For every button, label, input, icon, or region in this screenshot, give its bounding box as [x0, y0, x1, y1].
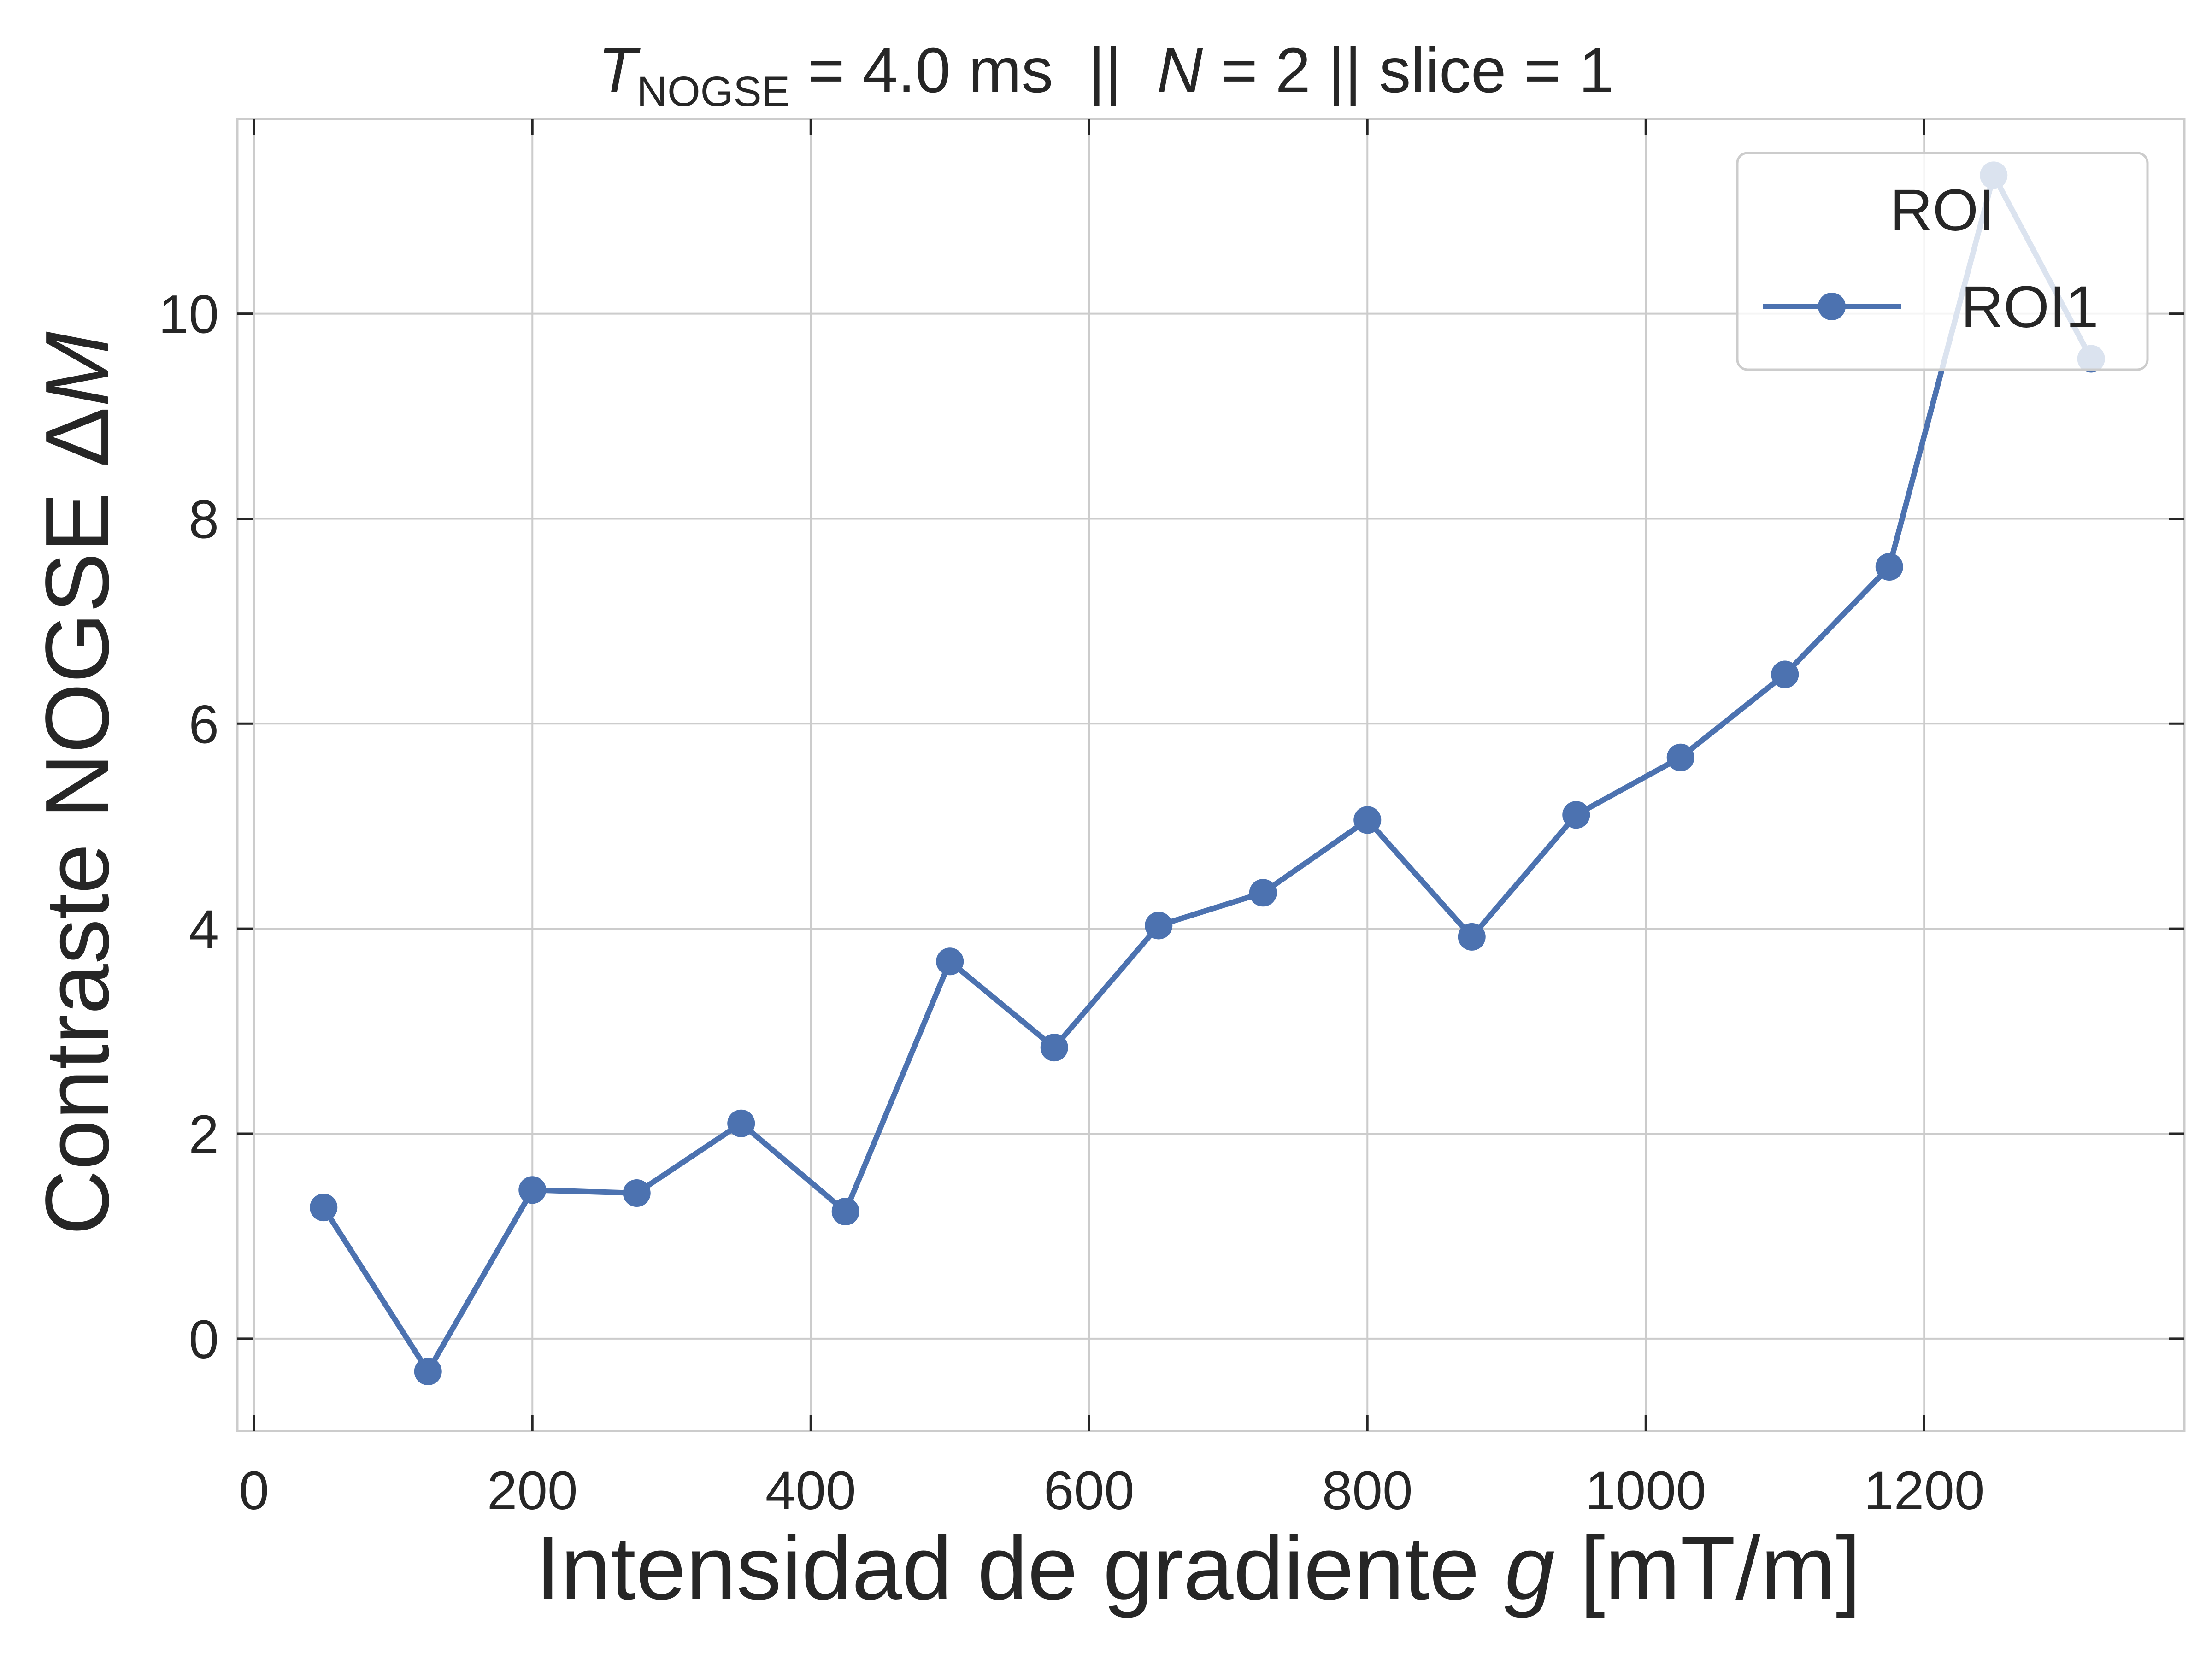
y-tick-label: 10 — [159, 284, 219, 345]
data-point — [623, 1179, 651, 1207]
data-point — [1145, 912, 1173, 940]
legend-title: ROI — [1890, 177, 1995, 243]
title-t-symbol: T — [598, 35, 641, 106]
x-tick-label: 200 — [487, 1460, 578, 1521]
y-tick-label: 4 — [188, 899, 219, 960]
y-axis-label-text: Contraste NOGSE Δ — [27, 407, 128, 1235]
data-point — [1249, 879, 1277, 907]
title-n-rest: = 2 || slice = 1 — [1203, 35, 1614, 106]
y-tick-label: 8 — [188, 489, 219, 550]
x-tick-labels: 0 200 400 600 800 1000 1200 — [239, 1460, 1984, 1521]
plot-frame — [236, 118, 2186, 1432]
data-point — [414, 1357, 442, 1385]
ticks — [237, 119, 2184, 1431]
title-t-rest: = 4.0 ms || — [790, 35, 1157, 106]
data-point — [1666, 743, 1694, 771]
y-tick-label: 6 — [188, 694, 219, 755]
legend-label-roi1: ROI1 — [1961, 274, 2099, 340]
y-axis-label: Contraste NOGSE ΔM — [27, 331, 128, 1235]
y-tick-labels: 0 2 4 6 8 10 — [159, 284, 219, 1370]
y-axis-label-var: M — [27, 331, 128, 407]
data-point — [1040, 1034, 1068, 1062]
data-point — [1458, 923, 1486, 951]
chart-title: TNOGSE = 4.0 ms || N = 2 || slice = 1 — [598, 35, 1614, 115]
x-tick-label: 1000 — [1585, 1460, 1706, 1521]
legend: ROI ROI1 — [1736, 152, 2149, 371]
x-tick-label: 800 — [1322, 1460, 1413, 1521]
title-n-symbol: N — [1157, 35, 1203, 106]
data-point — [1562, 801, 1590, 829]
x-axis-label-unit: [mT/m] — [1555, 1518, 1861, 1618]
x-tick-label: 400 — [765, 1460, 856, 1521]
x-tick-label: 0 — [239, 1460, 269, 1521]
y-tick-label: 2 — [188, 1104, 219, 1165]
data-point — [727, 1109, 755, 1137]
x-axis-label-text: Intensidad de gradiente — [535, 1518, 1505, 1618]
series-line-1 — [321, 172, 2094, 1374]
data-point — [936, 947, 964, 976]
x-tick-label: 600 — [1044, 1460, 1135, 1521]
data-point — [518, 1176, 547, 1204]
legend-marker — [1818, 293, 1846, 320]
series-layer — [310, 161, 2105, 1385]
data-point — [1353, 806, 1382, 834]
x-axis-label: Intensidad de gradiente g [mT/m] — [535, 1518, 1861, 1618]
x-tick-label: 1200 — [1864, 1460, 1985, 1521]
y-tick-label: 0 — [188, 1309, 219, 1370]
data-point — [831, 1198, 859, 1226]
data-point — [1771, 660, 1799, 688]
title-t-subscript: NOGSE — [637, 68, 790, 115]
data-point — [1875, 553, 1903, 581]
data-point — [310, 1194, 338, 1222]
x-axis-label-var: g — [1505, 1518, 1555, 1618]
grid — [237, 119, 2184, 1431]
